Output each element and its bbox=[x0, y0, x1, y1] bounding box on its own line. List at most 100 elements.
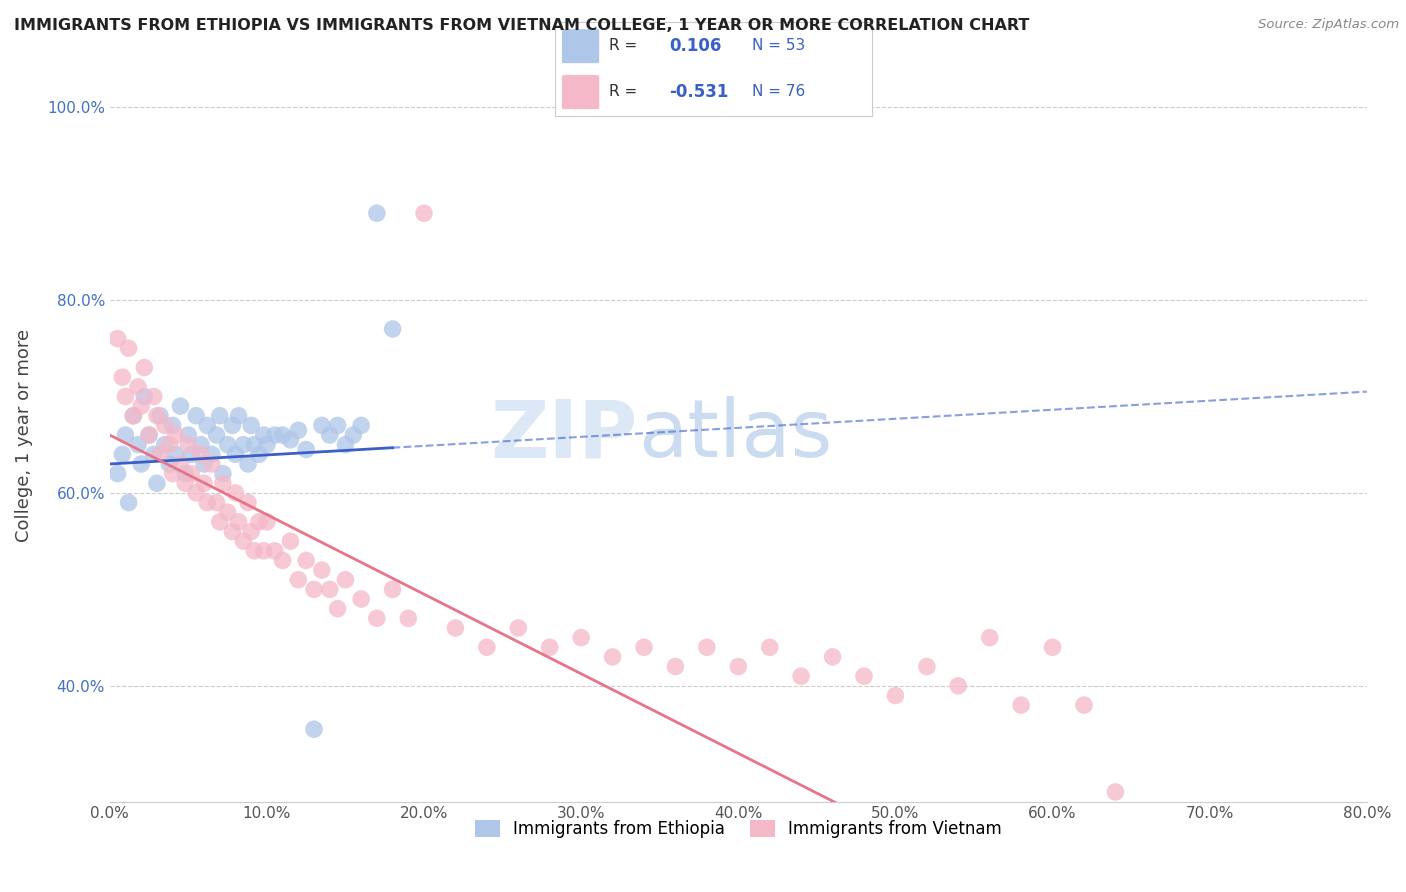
Point bbox=[240, 524, 263, 539]
Point bbox=[280, 534, 302, 549]
Point bbox=[948, 679, 970, 693]
Point bbox=[1104, 785, 1126, 799]
Point bbox=[190, 447, 212, 461]
Text: ZIP: ZIP bbox=[491, 396, 638, 474]
Point bbox=[280, 433, 302, 447]
Point bbox=[228, 409, 250, 423]
Point bbox=[1042, 640, 1064, 655]
Point bbox=[326, 418, 349, 433]
Point bbox=[153, 418, 176, 433]
Point bbox=[174, 476, 197, 491]
Point bbox=[221, 524, 243, 539]
Point bbox=[302, 723, 325, 737]
Point bbox=[186, 486, 208, 500]
Point bbox=[169, 399, 191, 413]
Point bbox=[107, 467, 129, 481]
Point bbox=[177, 428, 200, 442]
Point bbox=[602, 649, 624, 664]
Point bbox=[217, 438, 239, 452]
Point bbox=[236, 457, 259, 471]
Point bbox=[236, 495, 259, 509]
Point bbox=[381, 322, 404, 336]
Point bbox=[232, 438, 254, 452]
Point bbox=[146, 476, 169, 491]
Point bbox=[142, 447, 165, 461]
Point bbox=[165, 447, 187, 461]
Point bbox=[127, 438, 149, 452]
Point bbox=[232, 534, 254, 549]
Point bbox=[153, 438, 176, 452]
Point bbox=[247, 447, 270, 461]
Point bbox=[208, 515, 231, 529]
Point bbox=[159, 438, 181, 452]
Point bbox=[319, 428, 342, 442]
Point bbox=[169, 457, 191, 471]
Point bbox=[240, 418, 263, 433]
Point bbox=[205, 428, 228, 442]
Text: R =: R = bbox=[609, 84, 643, 99]
Point bbox=[208, 409, 231, 423]
FancyBboxPatch shape bbox=[562, 75, 599, 110]
Point bbox=[915, 659, 938, 673]
Point bbox=[350, 418, 373, 433]
Point bbox=[758, 640, 780, 655]
Point bbox=[138, 428, 160, 442]
Point bbox=[475, 640, 498, 655]
Point bbox=[149, 409, 172, 423]
Point bbox=[201, 457, 224, 471]
Point bbox=[190, 438, 212, 452]
Point bbox=[790, 669, 813, 683]
Point bbox=[247, 515, 270, 529]
Point bbox=[212, 467, 235, 481]
Point bbox=[186, 409, 208, 423]
Point bbox=[263, 543, 285, 558]
Point bbox=[114, 389, 136, 403]
Point bbox=[142, 389, 165, 403]
Point bbox=[253, 543, 276, 558]
Point bbox=[1010, 698, 1032, 712]
Point bbox=[180, 467, 202, 481]
Point bbox=[342, 428, 364, 442]
Point bbox=[335, 438, 357, 452]
Point bbox=[256, 438, 278, 452]
Point bbox=[165, 428, 187, 442]
Point bbox=[221, 418, 243, 433]
Point bbox=[271, 428, 294, 442]
Text: 0.106: 0.106 bbox=[669, 37, 721, 54]
Point bbox=[224, 486, 246, 500]
Point bbox=[177, 438, 200, 452]
Point bbox=[271, 553, 294, 567]
Text: N = 76: N = 76 bbox=[752, 84, 804, 99]
Point bbox=[319, 582, 342, 597]
Point bbox=[413, 206, 436, 220]
Point bbox=[107, 332, 129, 346]
Point bbox=[508, 621, 530, 635]
Point bbox=[853, 669, 876, 683]
Legend: Immigrants from Ethiopia, Immigrants from Vietnam: Immigrants from Ethiopia, Immigrants fro… bbox=[468, 813, 1008, 845]
Point bbox=[111, 370, 134, 384]
Point bbox=[287, 573, 309, 587]
Point bbox=[134, 389, 156, 403]
Point bbox=[664, 659, 686, 673]
Text: atlas: atlas bbox=[638, 396, 832, 474]
Point bbox=[122, 409, 145, 423]
Point bbox=[129, 399, 152, 413]
Point bbox=[228, 515, 250, 529]
Y-axis label: College, 1 year or more: College, 1 year or more bbox=[15, 328, 32, 541]
Point bbox=[180, 447, 202, 461]
Point bbox=[727, 659, 749, 673]
Point bbox=[381, 582, 404, 597]
Point bbox=[1073, 698, 1095, 712]
Point bbox=[149, 447, 172, 461]
Text: IMMIGRANTS FROM ETHIOPIA VS IMMIGRANTS FROM VIETNAM COLLEGE, 1 YEAR OR MORE CORR: IMMIGRANTS FROM ETHIOPIA VS IMMIGRANTS F… bbox=[14, 18, 1029, 33]
Point bbox=[302, 582, 325, 597]
Point bbox=[295, 442, 318, 457]
Point bbox=[350, 592, 373, 607]
Point bbox=[396, 611, 419, 625]
Point bbox=[201, 447, 224, 461]
Point bbox=[243, 438, 266, 452]
Point bbox=[366, 611, 388, 625]
Point bbox=[114, 428, 136, 442]
Point bbox=[117, 341, 139, 355]
Point bbox=[243, 543, 266, 558]
